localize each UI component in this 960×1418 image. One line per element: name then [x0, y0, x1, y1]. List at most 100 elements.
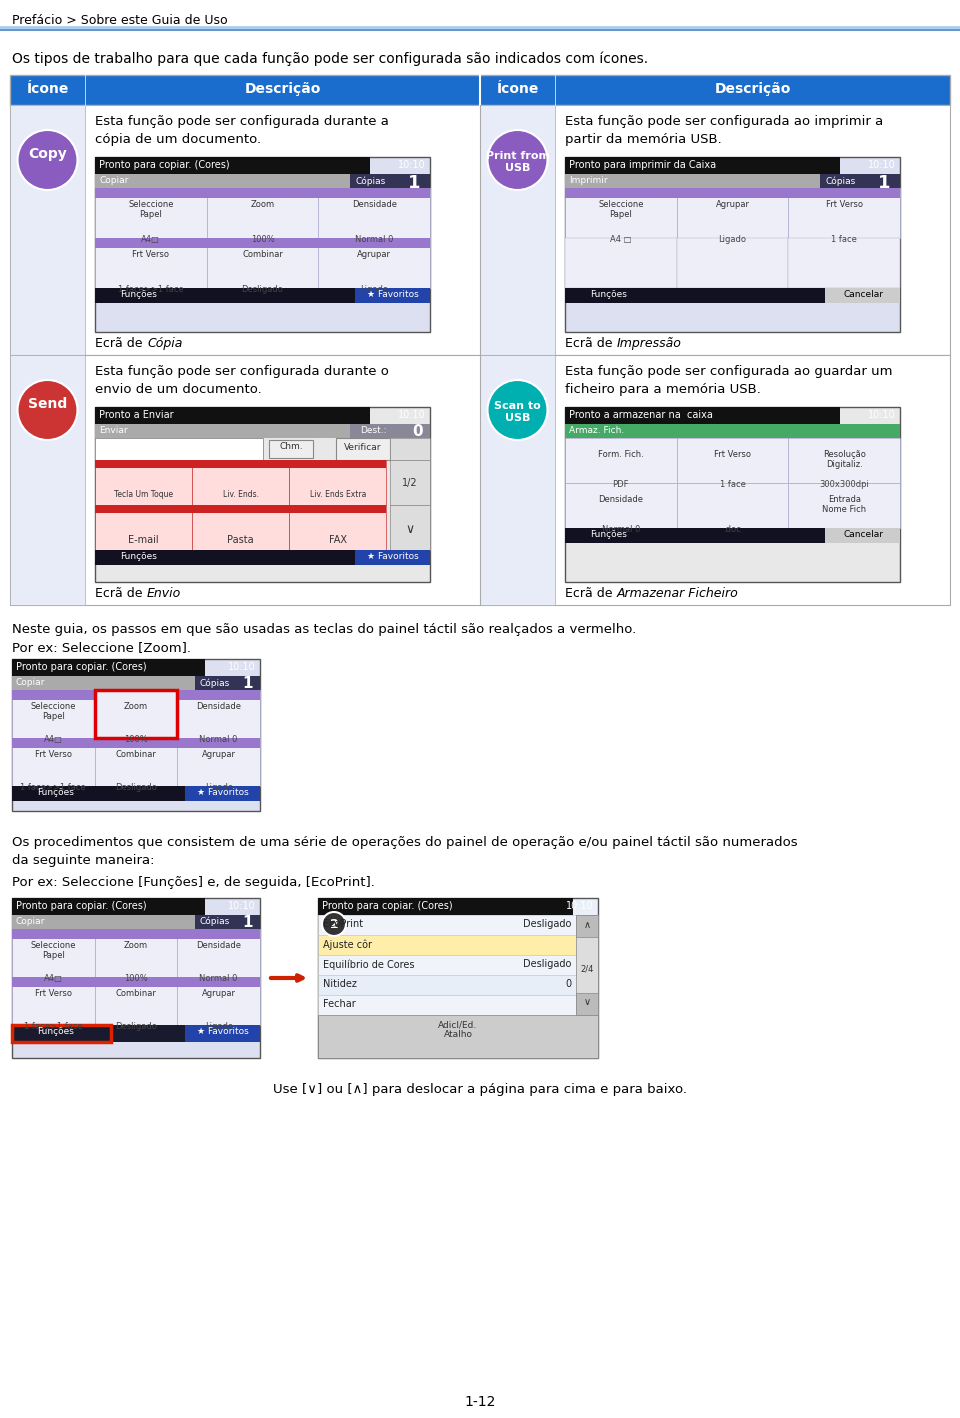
Text: Desligado: Desligado	[115, 783, 156, 793]
Text: ★ Favoritos: ★ Favoritos	[367, 291, 419, 299]
Text: Densidade: Densidade	[598, 495, 643, 503]
Bar	[95, 459, 192, 505]
Bar	[12, 659, 205, 676]
Bar	[95, 157, 430, 332]
Bar	[390, 505, 430, 550]
Text: Frt Verso: Frt Verso	[35, 750, 72, 759]
Text: 1/2: 1/2	[402, 478, 418, 488]
Bar	[576, 915, 598, 937]
Bar	[95, 977, 178, 987]
Text: 10:10: 10:10	[398, 410, 426, 420]
Bar	[480, 105, 555, 354]
Bar	[318, 898, 573, 915]
Bar	[95, 977, 178, 1025]
Bar	[788, 438, 900, 484]
Bar	[12, 929, 95, 977]
Text: 1: 1	[878, 174, 891, 191]
Text: Pronto para imprimir da Caixa: Pronto para imprimir da Caixa	[569, 160, 716, 170]
Circle shape	[17, 130, 78, 190]
Text: Cópias: Cópias	[200, 678, 230, 688]
Text: FAX: FAX	[329, 535, 347, 545]
Bar	[185, 1025, 260, 1042]
Text: Liv. Ends Extra: Liv. Ends Extra	[310, 491, 366, 499]
Text: Funções: Funções	[590, 530, 627, 539]
Text: 10:10: 10:10	[868, 410, 896, 420]
Bar	[10, 105, 950, 354]
Text: 100%: 100%	[124, 735, 148, 744]
Text: Chm.: Chm.	[279, 442, 302, 451]
Bar	[195, 676, 260, 691]
Text: Pronto para copiar. (Cores): Pronto para copiar. (Cores)	[16, 900, 147, 910]
Bar	[12, 1025, 111, 1042]
Text: da seguinte maneira:: da seguinte maneira:	[12, 854, 155, 866]
Bar	[192, 459, 289, 468]
Text: Use [∨] ou [∧] para deslocar a página para cima e para baixo.: Use [∨] ou [∧] para deslocar a página pa…	[273, 1083, 687, 1096]
Text: Enviar: Enviar	[99, 425, 128, 435]
Text: Agrupar: Agrupar	[715, 200, 750, 208]
Bar	[185, 786, 260, 801]
Bar	[95, 691, 178, 700]
Bar	[95, 929, 178, 939]
Text: A4□: A4□	[141, 235, 160, 244]
Text: Ligado: Ligado	[360, 285, 388, 294]
Bar	[206, 238, 319, 248]
Text: Ecrã de: Ecrã de	[565, 337, 616, 350]
Bar	[318, 934, 576, 954]
Bar	[576, 993, 598, 1015]
Text: ★ Favoritos: ★ Favoritos	[197, 1027, 249, 1037]
Text: Armaz. Fich.: Armaz. Fich.	[569, 425, 624, 435]
Text: Pronto a Enviar: Pronto a Enviar	[99, 410, 174, 420]
Bar	[12, 898, 260, 1058]
Bar	[206, 189, 319, 238]
Text: Ecrã de: Ecrã de	[565, 587, 616, 600]
Text: Cópia: Cópia	[147, 337, 182, 350]
Text: Por ex: Seleccione [Zoom].: Por ex: Seleccione [Zoom].	[12, 641, 191, 654]
Text: Zoom: Zoom	[251, 200, 275, 208]
Bar	[95, 459, 192, 468]
Text: 10:10: 10:10	[566, 900, 594, 910]
Text: Cópias: Cópias	[355, 176, 385, 186]
Text: Funções: Funções	[590, 291, 627, 299]
Text: Zoom: Zoom	[124, 702, 148, 710]
Text: 1 face: 1 face	[831, 235, 857, 244]
Text: Neste guia, os passos em que são usadas as teclas do painel táctil são realçados: Neste guia, os passos em que são usadas …	[12, 623, 636, 637]
Bar	[95, 407, 370, 424]
Text: Dest.:: Dest.:	[360, 425, 387, 435]
Text: Agrupar: Agrupar	[357, 250, 391, 259]
Text: Desligado: Desligado	[522, 959, 571, 968]
Bar	[289, 505, 387, 513]
Text: E-mail: E-mail	[129, 535, 159, 545]
Bar	[289, 459, 387, 505]
Text: Cancelar: Cancelar	[843, 291, 883, 299]
Text: Copy: Copy	[28, 147, 67, 162]
Text: Ligado: Ligado	[718, 235, 747, 244]
Bar	[318, 995, 576, 1015]
Text: Armazenar Ficheiro: Armazenar Ficheiro	[617, 587, 739, 600]
Bar	[677, 189, 788, 238]
Text: Pronto para copiar. (Cores): Pronto para copiar. (Cores)	[322, 900, 452, 910]
Bar	[12, 977, 95, 987]
Text: envio de um documento.: envio de um documento.	[95, 383, 262, 396]
Text: Descrição: Descrição	[244, 82, 321, 96]
Bar	[95, 174, 430, 189]
Bar	[390, 438, 430, 459]
Bar	[565, 238, 677, 288]
Text: Agrupar: Agrupar	[202, 750, 235, 759]
Text: Print from
USB: Print from USB	[486, 150, 549, 173]
Text: Envio: Envio	[147, 587, 181, 600]
Text: Por ex: Seleccione [Funções] e, de seguida, [EcoPrint].: Por ex: Seleccione [Funções] e, de segui…	[12, 876, 374, 889]
Bar	[95, 438, 262, 459]
Bar	[825, 527, 900, 543]
Text: 0: 0	[564, 978, 571, 988]
Text: Scan to
USB: Scan to USB	[494, 401, 540, 423]
Bar	[111, 1025, 260, 1042]
Text: 10:10: 10:10	[228, 662, 256, 672]
Circle shape	[322, 912, 346, 936]
Text: A4□: A4□	[44, 735, 62, 744]
Bar	[565, 157, 840, 174]
Bar	[319, 238, 430, 248]
Bar	[565, 189, 677, 199]
Bar	[195, 915, 260, 929]
Bar	[12, 691, 95, 700]
Bar	[565, 527, 900, 543]
